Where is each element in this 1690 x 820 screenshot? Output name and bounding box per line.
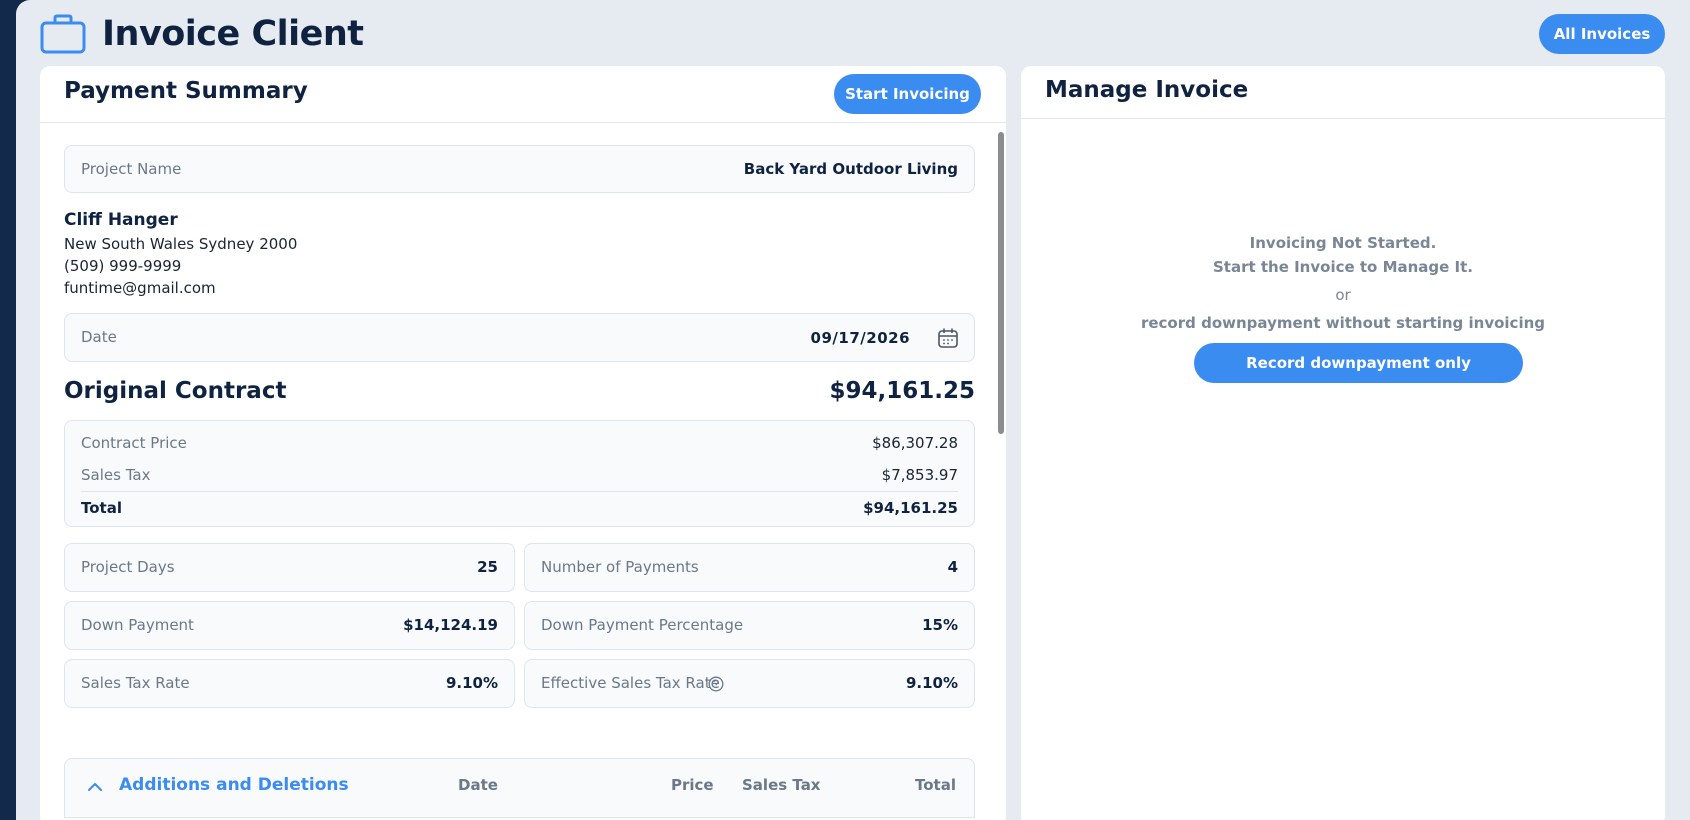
total-label: Total: [81, 499, 122, 517]
column-header-sales-tax: Sales Tax: [742, 776, 821, 794]
down-payment-label: Down Payment: [81, 616, 194, 634]
sales-tax-value: $7,853.97: [881, 466, 958, 484]
date-value[interactable]: 09/17/2026: [810, 329, 910, 347]
payment-summary-card: Payment Summary Start Invoicing Project …: [40, 66, 1006, 820]
chevron-up-icon[interactable]: [87, 779, 103, 795]
project-days-label: Project Days: [81, 558, 175, 576]
total-value: $94,161.25: [863, 499, 958, 517]
project-name-value: Back Yard Outdoor Living: [743, 160, 958, 178]
downpayment-instruction-text: record downpayment without starting invo…: [1140, 314, 1546, 332]
client-name: Cliff Hanger: [64, 210, 178, 230]
client-address: New South Wales Sydney 2000: [64, 235, 298, 253]
project-days-value: 25: [477, 558, 498, 576]
down-payment-value: $14,124.19: [403, 616, 498, 634]
calendar-icon[interactable]: [937, 327, 959, 349]
number-of-payments-label: Number of Payments: [541, 558, 699, 576]
original-contract-title: Original Contract: [64, 378, 287, 404]
start-invoicing-button[interactable]: Start Invoicing: [834, 74, 981, 114]
column-header-price: Price: [671, 776, 714, 794]
column-header-total: Total: [915, 776, 956, 794]
payment-summary-title: Payment Summary: [64, 78, 308, 104]
project-days-field: Project Days 25: [64, 543, 515, 592]
down-payment-field: Down Payment $14,124.19: [64, 601, 515, 650]
number-of-payments-value: 4: [947, 558, 958, 576]
page-title: Invoice Client: [102, 14, 364, 54]
payment-summary-body: Project Name Back Yard Outdoor Living Cl…: [40, 123, 1006, 820]
additions-deletions-title[interactable]: Additions and Deletions: [119, 775, 349, 795]
date-field[interactable]: Date 09/17/2026: [64, 313, 975, 362]
project-name-field: Project Name Back Yard Outdoor Living: [64, 145, 975, 193]
date-label: Date: [81, 328, 117, 346]
client-email: funtime@gmail.com: [64, 279, 216, 297]
effective-sales-tax-rate-field: Effective Sales Tax Rate 9.10%: [524, 659, 975, 708]
contract-breakdown: Contract Price $86,307.28 Sales Tax $7,8…: [64, 420, 975, 527]
sales-tax-rate-field: Sales Tax Rate 9.10%: [64, 659, 515, 708]
page-header: Invoice Client All Invoices: [16, 0, 1690, 66]
additions-deletions-header[interactable]: Additions and Deletions Date Price Sales…: [64, 758, 975, 818]
contract-price-value: $86,307.28: [872, 434, 958, 452]
client-phone: (509) 999-9999: [64, 257, 182, 275]
divider: [81, 491, 958, 492]
effective-sales-tax-rate-value: 9.10%: [905, 674, 958, 692]
app-shell: Invoice Client All Invoices Payment Summ…: [16, 0, 1690, 820]
help-circle-icon[interactable]: [708, 676, 724, 692]
manage-invoice-title: Manage Invoice: [1045, 77, 1249, 103]
number-of-payments-field: Number of Payments 4: [524, 543, 975, 592]
invoicing-instruction-text: Start the Invoice to Manage It.: [1212, 258, 1474, 276]
scrollbar[interactable]: [998, 132, 1004, 434]
original-contract-amount: $94,161.25: [829, 378, 975, 404]
or-separator: or: [1335, 286, 1351, 304]
project-name-label: Project Name: [81, 160, 182, 178]
down-payment-percentage-field: Down Payment Percentage 15%: [524, 601, 975, 650]
payment-summary-header: Payment Summary Start Invoicing: [40, 66, 1006, 123]
down-payment-percentage-value: 15%: [922, 616, 958, 634]
contract-price-label: Contract Price: [81, 434, 187, 452]
sales-tax-label: Sales Tax: [81, 466, 151, 484]
sales-tax-rate-value: 9.10%: [445, 674, 498, 692]
briefcase-icon: [40, 14, 86, 54]
manage-invoice-card: Manage Invoice Invoicing Not Started. St…: [1021, 66, 1665, 820]
column-header-date: Date: [458, 776, 498, 794]
down-payment-percentage-label: Down Payment Percentage: [541, 616, 744, 634]
all-invoices-button[interactable]: All Invoices: [1539, 14, 1665, 54]
sales-tax-rate-label: Sales Tax Rate: [81, 674, 190, 692]
manage-invoice-header: Manage Invoice: [1021, 66, 1665, 119]
invoicing-status-text: Invoicing Not Started.: [1249, 234, 1437, 252]
record-downpayment-button[interactable]: Record downpayment only: [1194, 343, 1523, 383]
effective-sales-tax-rate-label: Effective Sales Tax Rate: [541, 674, 720, 692]
